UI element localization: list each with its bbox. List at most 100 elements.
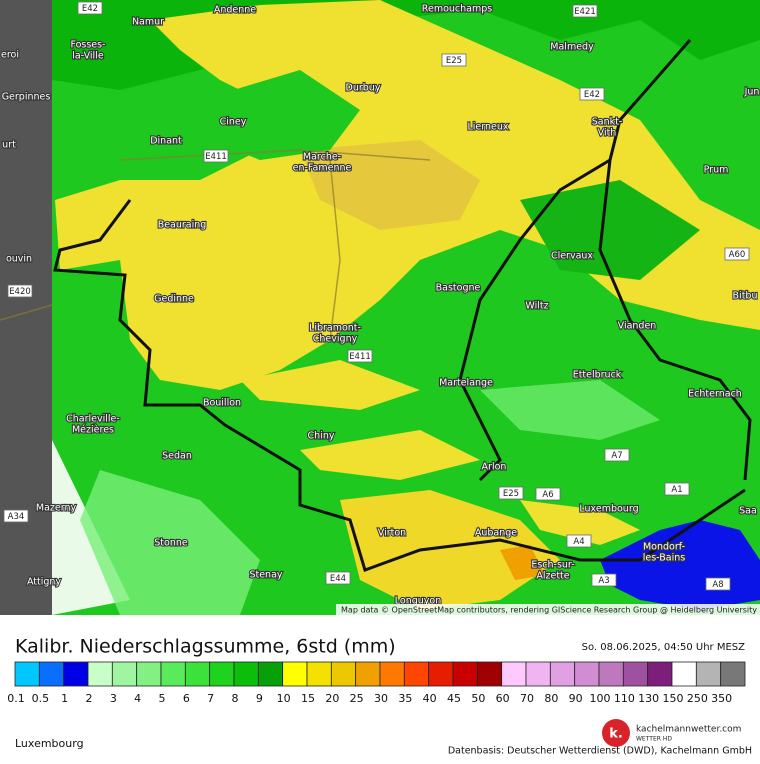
- place-label: Vianden: [618, 321, 657, 332]
- legend-label: 80: [544, 692, 558, 705]
- road-label: E25: [446, 56, 462, 66]
- data-source: Datenbasis: Deutscher Wetterdienst (DWD)…: [448, 746, 752, 757]
- legend-swatch: [574, 661, 600, 687]
- road-shield: [325, 571, 351, 585]
- legend-label: 1: [61, 692, 68, 705]
- road-shield: [498, 486, 524, 500]
- road-label: E421: [574, 7, 596, 17]
- road-shield: [566, 534, 592, 548]
- road-label: E44: [330, 574, 346, 584]
- place-label: en-Famenne: [293, 163, 352, 174]
- legend-swatch: [355, 661, 381, 687]
- legend-swatch: [282, 661, 308, 687]
- place-label: Marche-: [303, 152, 341, 163]
- place-label: Echternach: [688, 389, 742, 400]
- place-label: Vith: [598, 128, 617, 139]
- road-label: E25: [503, 489, 519, 499]
- legend-label: 70: [520, 692, 534, 705]
- road-label: A34: [8, 512, 25, 522]
- legend-label: 350: [711, 692, 732, 705]
- legend-label: 50: [471, 692, 485, 705]
- legend-label: 7: [207, 692, 214, 705]
- place-label: Namur: [132, 17, 164, 28]
- place-label: Alzette: [536, 571, 569, 582]
- road-label: A3: [598, 576, 609, 586]
- place-label: Remouchamps: [422, 4, 492, 15]
- legend-label: 45: [447, 692, 461, 705]
- legend-label: 0.1: [7, 692, 25, 705]
- legend-swatch: [209, 661, 235, 687]
- region-name: Luxembourg: [15, 737, 84, 750]
- legend-label: 8: [232, 692, 239, 705]
- place-label: Lierneux: [467, 122, 508, 133]
- logo-text: kachelmannwetter.com: [636, 725, 741, 735]
- place-label: ouvin: [6, 254, 32, 265]
- legend-swatch: [720, 661, 746, 687]
- legend-label: 110: [614, 692, 635, 705]
- legend-swatch: [63, 661, 89, 687]
- legend-swatch: [233, 661, 259, 687]
- legend-swatch: [428, 661, 454, 687]
- legend-label: 25: [350, 692, 364, 705]
- place-label: Esch-sur-: [531, 560, 574, 571]
- legend-swatch: [647, 661, 673, 687]
- legend-swatch: [111, 661, 138, 687]
- road-shield: [535, 487, 561, 501]
- place-label: Chevigny: [313, 334, 358, 345]
- road-shield: [203, 149, 229, 163]
- legend-swatch: [330, 661, 357, 687]
- legend-label: 2: [86, 692, 93, 705]
- road-shield: [705, 577, 731, 591]
- road-shield: [664, 482, 690, 496]
- rain-area: [200, 70, 360, 160]
- place-label: Andenne: [214, 5, 256, 16]
- road-shield: [579, 87, 605, 101]
- road-label: A60: [729, 250, 746, 260]
- legend-label: 150: [663, 692, 684, 705]
- place-label: Libramont-: [309, 323, 361, 334]
- legend-label: 100: [590, 692, 611, 705]
- logo-letter: k.: [609, 727, 623, 742]
- road-shield: [604, 448, 630, 462]
- rain-area: [520, 500, 640, 545]
- road-label: A8: [712, 580, 723, 590]
- place-label: Bastogne: [436, 283, 481, 294]
- legend-swatch: [452, 661, 478, 687]
- road-shield: [7, 284, 33, 298]
- legend-label: 90: [569, 692, 583, 705]
- legend-swatch: [184, 661, 211, 687]
- legend-swatch: [403, 661, 430, 687]
- legend-swatch: [87, 661, 113, 687]
- legend-swatch: [525, 661, 551, 687]
- no-data-strip: [0, 0, 52, 615]
- legend-swatch: [257, 661, 284, 687]
- place-label: Gerpinnes: [2, 92, 51, 103]
- map-labels: Namur Andenne Remouchamps Fosses-la-Ville Ma…: [0, 1, 760, 608]
- legend-label: 9: [256, 692, 263, 705]
- rain-area: [340, 490, 560, 610]
- road-label: A7: [611, 451, 622, 461]
- legend-label: 20: [325, 692, 339, 705]
- legend-label: 3: [110, 692, 117, 705]
- road-shield: [77, 1, 103, 15]
- legend-label: 4: [134, 692, 141, 705]
- legend-label: 35: [398, 692, 412, 705]
- place-label: les-Bains: [643, 553, 686, 564]
- timestamp: So. 08.06.2025, 04:50 Uhr MESZ: [582, 642, 745, 653]
- rain-area: [240, 360, 420, 410]
- place-label: Sankt-: [592, 117, 623, 128]
- rain-area: [500, 545, 545, 580]
- legend-swatch: [136, 661, 162, 687]
- legend-label: 10: [277, 692, 291, 705]
- road-shield: [3, 509, 29, 523]
- attribution-bg: [336, 604, 760, 615]
- road-shield: [591, 573, 617, 587]
- place-label: Stonne: [154, 538, 188, 549]
- rain-area: [80, 470, 260, 615]
- legend-swatch: [622, 661, 649, 687]
- place-label: eroi: [1, 50, 19, 61]
- legend-swatch: [549, 661, 576, 687]
- place-label: la-Ville: [72, 51, 104, 62]
- place-label: Saa: [739, 506, 757, 517]
- place-label: Charleville-: [66, 414, 120, 425]
